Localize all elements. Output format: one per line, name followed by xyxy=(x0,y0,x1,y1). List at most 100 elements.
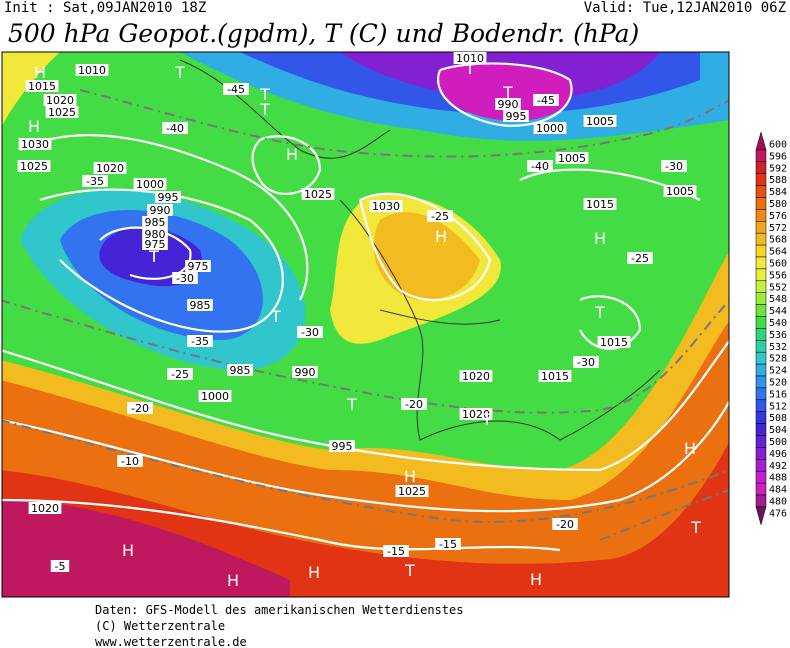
label-box xyxy=(329,440,355,452)
colorbar-label: 520 xyxy=(769,377,787,388)
contour-label: 975 xyxy=(188,260,209,273)
footer-line: (C) Wetterzentrale xyxy=(95,619,225,633)
colorbar-cell xyxy=(755,482,767,496)
contour-label: 1020 xyxy=(96,162,124,175)
colorbar-label: 544 xyxy=(769,306,787,317)
colorbar-cell xyxy=(755,435,767,448)
pressure-center: T xyxy=(259,85,270,104)
contour-label: -20 xyxy=(405,398,423,411)
pressure-center: H xyxy=(684,439,696,458)
contour-label: 1000 xyxy=(136,178,164,191)
label-box xyxy=(533,122,567,134)
label-box xyxy=(75,64,109,76)
label-box xyxy=(187,335,213,347)
contour-label: 1000 xyxy=(536,122,564,135)
contour-label: 990 xyxy=(498,98,519,111)
label-box xyxy=(555,152,589,164)
contour-label: 1020 xyxy=(31,502,59,515)
colorbar-label: 484 xyxy=(769,485,787,496)
contour-label: 1030 xyxy=(372,200,400,213)
pressure-center: H xyxy=(404,467,416,486)
colorbar-cell xyxy=(755,197,767,210)
pressure-center: H xyxy=(227,571,239,590)
colorbar-label: 588 xyxy=(769,175,787,186)
contour-label: -5 xyxy=(55,560,66,573)
contour-label: 985 xyxy=(190,299,211,312)
colorbar-cell xyxy=(755,304,767,317)
contour-label: -45 xyxy=(227,83,245,96)
label-box xyxy=(43,94,77,106)
contour-label: 1010 xyxy=(78,64,106,77)
pressure-center: T xyxy=(594,303,605,322)
label-box xyxy=(459,408,493,420)
valid-time: Valid: Tue,12JAN2010 06Z xyxy=(584,0,786,16)
pressure-center: T xyxy=(481,410,492,429)
colorbar-label: 536 xyxy=(769,330,787,341)
label-box xyxy=(18,138,52,150)
label-box xyxy=(369,200,403,212)
colorbar-cell xyxy=(755,244,767,258)
colorbar-cell xyxy=(755,411,767,424)
colorbar-cell xyxy=(755,316,767,329)
colorbar-cell xyxy=(755,221,767,234)
label-box xyxy=(495,98,521,110)
colorbar-cell xyxy=(755,340,767,353)
colorbar-label: 516 xyxy=(769,389,787,400)
contour-label: 1020 xyxy=(46,94,74,107)
colorbar-label: 592 xyxy=(769,163,787,174)
colorbar-label: 524 xyxy=(769,366,787,377)
label-box xyxy=(187,299,213,311)
label-box xyxy=(552,518,578,530)
label-box xyxy=(533,94,559,106)
label-box xyxy=(383,545,409,557)
contour-label: 995 xyxy=(506,110,527,123)
colorbar-cell xyxy=(755,268,767,282)
label-box xyxy=(127,402,153,414)
contour-label: 1030 xyxy=(21,138,49,151)
colorbar-label: 556 xyxy=(769,270,787,281)
pressure-center: H xyxy=(34,63,46,82)
contour-label: 1000 xyxy=(201,390,229,403)
label-box xyxy=(45,106,79,118)
colorbar-label: 496 xyxy=(769,449,787,460)
label-box xyxy=(627,252,653,264)
colorbar-cell xyxy=(755,209,767,222)
contour-label: 1005 xyxy=(666,185,694,198)
label-box xyxy=(583,198,617,210)
colorbar-label: 552 xyxy=(769,282,787,293)
colorbar: 6005965925885845805765725685645605565525… xyxy=(755,131,787,526)
contour-label: -30 xyxy=(301,326,319,339)
colorbar-cell xyxy=(755,232,767,246)
label-box xyxy=(185,260,211,272)
label-box xyxy=(395,485,429,497)
colorbar-label: 504 xyxy=(769,425,787,436)
colorbar-cell xyxy=(755,256,767,270)
label-box xyxy=(527,160,553,172)
colorbar-cell xyxy=(755,351,767,365)
colorbar-label: 584 xyxy=(769,187,787,198)
colorbar-cell xyxy=(755,423,767,436)
contour-label: -10 xyxy=(121,455,139,468)
colorbar-cell xyxy=(755,470,767,484)
colorbar-label: 600 xyxy=(769,139,787,150)
contour-label: -30 xyxy=(665,160,683,173)
label-box xyxy=(227,364,253,376)
colorbar-label: 512 xyxy=(769,401,787,412)
contour-label: -20 xyxy=(556,518,574,531)
pressure-center: T xyxy=(259,100,270,119)
contour-label: -30 xyxy=(577,356,595,369)
pressure-center: H xyxy=(530,570,542,589)
colorbar-label: 596 xyxy=(769,151,787,162)
label-box xyxy=(198,390,232,402)
footer-line: www.wetterzentrale.de xyxy=(95,635,247,648)
colorbar-label: 580 xyxy=(769,199,787,210)
contour-label: 1015 xyxy=(541,370,569,383)
label-box xyxy=(538,370,572,382)
contour-label: 1025 xyxy=(398,485,426,498)
contour-label: -30 xyxy=(176,272,194,285)
contour-label: -25 xyxy=(431,210,449,223)
label-box xyxy=(162,122,188,134)
contour-label: 990 xyxy=(295,366,316,379)
colorbar-label: 476 xyxy=(769,508,787,519)
